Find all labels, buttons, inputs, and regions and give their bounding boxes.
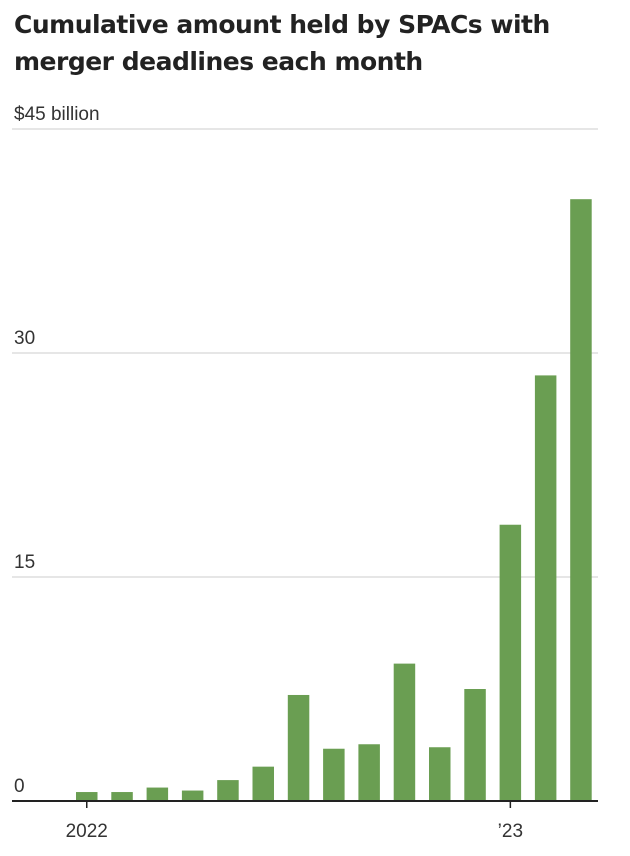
chart-title: Cumulative amount held by SPACs with mer… xyxy=(14,10,550,76)
y-tick-label: 30 xyxy=(14,328,35,349)
bar xyxy=(358,744,380,801)
x-axis xyxy=(12,800,598,808)
x-tick-label: 2022 xyxy=(66,821,108,842)
bar xyxy=(464,689,486,801)
y-tick-label: 0 xyxy=(14,776,25,797)
gridlines xyxy=(12,128,598,578)
bar xyxy=(499,524,522,801)
y-axis-tick-labels: 0 15 30 $45 billion xyxy=(14,104,100,797)
x-tick-label: ’23 xyxy=(498,821,523,842)
bar xyxy=(570,199,592,802)
y-tick-label: 15 xyxy=(14,552,35,573)
y-tick-label: $45 billion xyxy=(14,104,100,125)
x-axis-tick-labels: 2022 ’23 xyxy=(66,821,523,842)
bar xyxy=(76,792,98,801)
bars xyxy=(76,199,592,802)
bar xyxy=(534,375,557,801)
bar xyxy=(181,790,204,801)
bar xyxy=(217,780,239,801)
bar xyxy=(323,748,345,801)
bar xyxy=(252,766,274,801)
bar xyxy=(287,694,310,801)
bar xyxy=(146,787,169,801)
bar xyxy=(111,792,133,801)
bar xyxy=(393,663,416,801)
bar xyxy=(429,747,451,801)
